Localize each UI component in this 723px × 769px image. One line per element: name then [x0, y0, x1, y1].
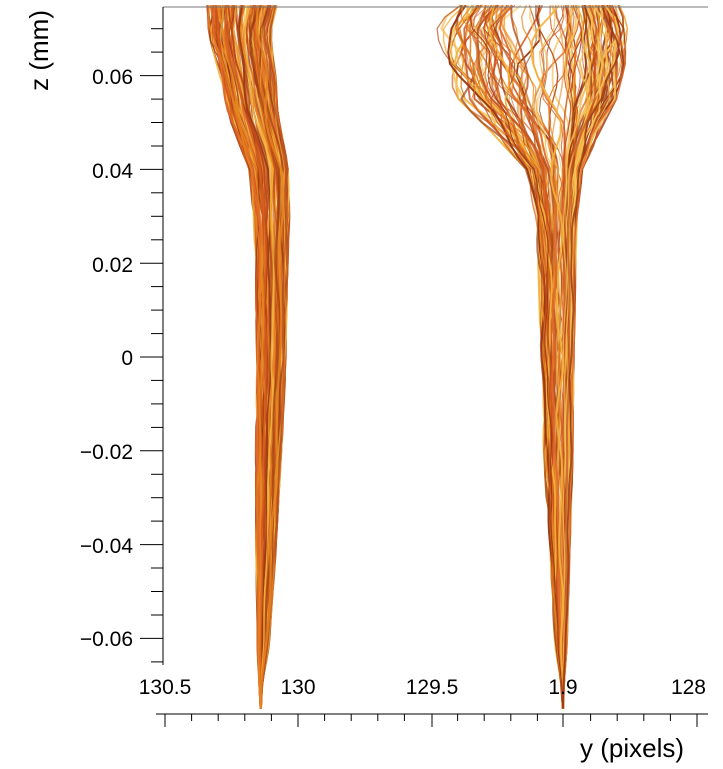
trajectory-strand	[244, 5, 275, 708]
y-tick-label: 0.02	[92, 254, 133, 277]
trajectory-bundle-1	[206, 4, 291, 709]
y-tick-label: 0	[121, 347, 133, 370]
trajectory-strand	[250, 5, 278, 708]
y-tick-label: −0.04	[80, 535, 133, 558]
trajectory-strand	[550, 5, 565, 708]
trajectory-strand	[220, 5, 265, 709]
y-tick-label: −0.06	[80, 628, 133, 651]
x-tick-label: 129.5	[406, 676, 459, 699]
x-tick-label: 1.9	[548, 676, 577, 699]
trajectory-strand	[260, 5, 290, 709]
y-tick-label: 0.06	[92, 66, 133, 89]
trajectory-strand	[469, 5, 564, 709]
trajectory-strand	[460, 5, 564, 709]
axis-ticks	[140, 28, 698, 727]
y-tick-label: 0.04	[92, 160, 133, 183]
tick-labels: 0.06 0.04 0.02 0 −0.02 −0.04 −0.06 130.5 130 129.…	[80, 66, 706, 699]
trajectory-strand	[562, 5, 580, 708]
x-axis-title: y (pixels)	[580, 733, 684, 763]
x-tick-label: 130	[280, 676, 315, 699]
y-axis-title: z (mm)	[24, 10, 54, 91]
trajectory-strand	[530, 4, 564, 708]
trajectory-strand	[477, 4, 564, 709]
trajectory-strand	[562, 5, 621, 709]
trajectory-strand	[227, 5, 268, 709]
trajectory-strand	[485, 5, 564, 709]
trajectory-strand	[561, 4, 598, 708]
trajectory-strand	[255, 5, 285, 709]
trajectory-bundle-2	[436, 4, 629, 709]
y-tick-label: −0.02	[80, 441, 133, 464]
x-tick-label: 128	[671, 676, 706, 699]
x-tick-label: 130.5	[139, 676, 192, 699]
trajectory-strands	[206, 4, 629, 709]
trajectory-strand	[498, 4, 564, 709]
